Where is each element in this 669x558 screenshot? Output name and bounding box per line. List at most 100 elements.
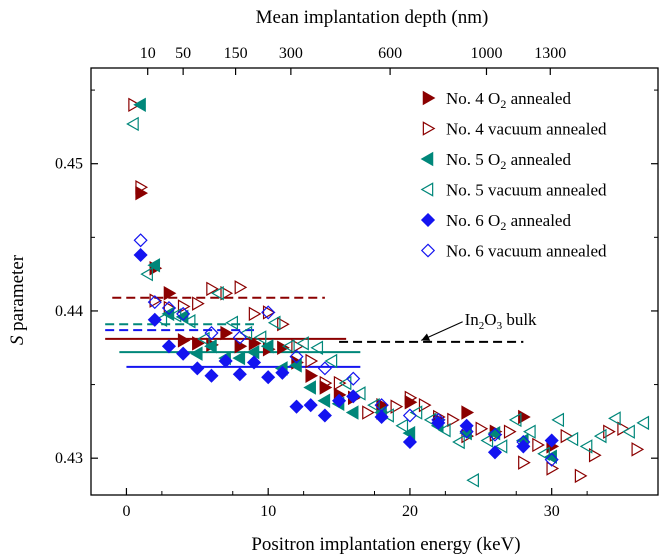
data-point — [487, 427, 503, 442]
data-point — [622, 424, 635, 439]
data-point — [461, 405, 475, 420]
data-point — [532, 437, 545, 453]
data-point — [128, 97, 141, 113]
data-point — [161, 339, 177, 354]
data-point — [261, 370, 276, 385]
data-point — [324, 353, 338, 369]
data-point — [289, 349, 304, 364]
legend-item: No. 4 O2 annealed — [422, 89, 571, 111]
data-point — [177, 333, 191, 348]
data-point — [218, 353, 233, 369]
y-tick-label: 0.43 — [55, 450, 83, 467]
bulk-label-part: 3 — [497, 320, 503, 332]
data-point — [395, 418, 409, 434]
y-axis-title: S parameter — [7, 254, 28, 345]
data-point — [459, 424, 474, 439]
data-point — [345, 405, 359, 420]
data-point — [248, 336, 262, 351]
y-axis-title-rest: parameter — [7, 254, 28, 335]
legend-label-rest: annealed — [506, 89, 571, 108]
data-point — [192, 336, 205, 351]
legend-label-main: No. 4 vacuum annealed — [446, 120, 607, 139]
legend-label-main: No. 6 vacuum annealed — [446, 242, 607, 261]
axes: 0 10 20 30 0.43 0.44 0.45 10 50 150 300 600 1000 1300 — [55, 45, 658, 520]
data-point — [402, 408, 417, 423]
data-point — [147, 312, 162, 327]
data-point — [305, 353, 319, 369]
data-point — [544, 433, 559, 448]
data-point — [133, 97, 146, 113]
data-point — [303, 398, 318, 413]
bulk-label: In2O3 bulk — [465, 310, 537, 332]
data-point — [253, 330, 267, 345]
data-point — [574, 468, 588, 484]
data-point — [346, 371, 361, 386]
data-point — [126, 116, 139, 132]
legend-label-main: No. 5 O — [446, 150, 500, 169]
data-point — [176, 306, 191, 321]
legend-label: No. 4 O2 annealed — [446, 89, 571, 111]
data-point — [176, 346, 191, 361]
data-point — [494, 439, 508, 454]
legend-label-main: No. 4 O — [446, 89, 500, 108]
legend-item: No. 5 vacuum annealed — [420, 181, 607, 200]
bulk-label-part: 2 — [479, 320, 485, 332]
legend-item: No. 6 vacuum annealed — [420, 242, 607, 261]
top-tick-label: 10 — [140, 45, 156, 62]
bulk-label-part: O — [484, 310, 496, 329]
data-point — [220, 325, 234, 341]
data-points — [126, 97, 650, 488]
data-point — [503, 424, 517, 439]
data-point — [346, 389, 361, 404]
data-point — [154, 312, 168, 328]
data-point — [593, 428, 607, 444]
data-point — [289, 399, 304, 414]
legend-label: No. 4 vacuum annealed — [446, 120, 607, 139]
legend-label-subscript: 2 — [500, 97, 506, 111]
top-tick-label: 150 — [224, 45, 248, 62]
y-axis-title-italic: S — [7, 335, 28, 345]
data-point — [367, 397, 380, 413]
data-point — [310, 340, 324, 355]
data-point — [317, 393, 331, 408]
legend-marker — [422, 90, 436, 106]
data-point — [133, 233, 148, 248]
data-point — [588, 448, 602, 463]
data-point — [204, 339, 217, 354]
top-tick-label: 50 — [175, 45, 191, 62]
series-4 — [126, 116, 650, 488]
legend-marker — [420, 182, 434, 197]
legend-label-subscript: 2 — [500, 219, 506, 233]
top-tick-label: 300 — [279, 45, 303, 62]
data-point — [232, 350, 246, 366]
y-tick-label: 0.45 — [55, 156, 83, 173]
series-6 — [133, 233, 559, 467]
data-point — [374, 398, 389, 413]
legend-label-rest: annealed — [506, 150, 571, 169]
data-point — [565, 431, 579, 447]
bulk-arrow-head — [421, 333, 431, 341]
legend-marker — [420, 212, 436, 228]
data-point — [204, 368, 219, 383]
data-point — [305, 368, 319, 383]
x-tick-label: 0 — [122, 503, 130, 520]
data-point — [480, 433, 494, 448]
data-point — [182, 314, 196, 329]
data-point — [579, 439, 593, 454]
data-point — [317, 408, 332, 423]
data-point — [332, 393, 347, 408]
top-tick-label: 600 — [378, 45, 402, 62]
legend-label: No. 6 O2 annealed — [446, 211, 571, 233]
data-point — [140, 266, 153, 282]
data-point — [551, 412, 565, 428]
data-point — [333, 375, 347, 391]
top-tick-label: 1000 — [470, 45, 502, 62]
x-tick-label: 30 — [544, 503, 560, 520]
legend-marker — [420, 151, 434, 167]
bulk-annotation: In2O3 bulk — [421, 310, 537, 341]
data-point — [204, 325, 219, 341]
x-axis-title: Positron implantation energy (keV) — [251, 534, 520, 555]
